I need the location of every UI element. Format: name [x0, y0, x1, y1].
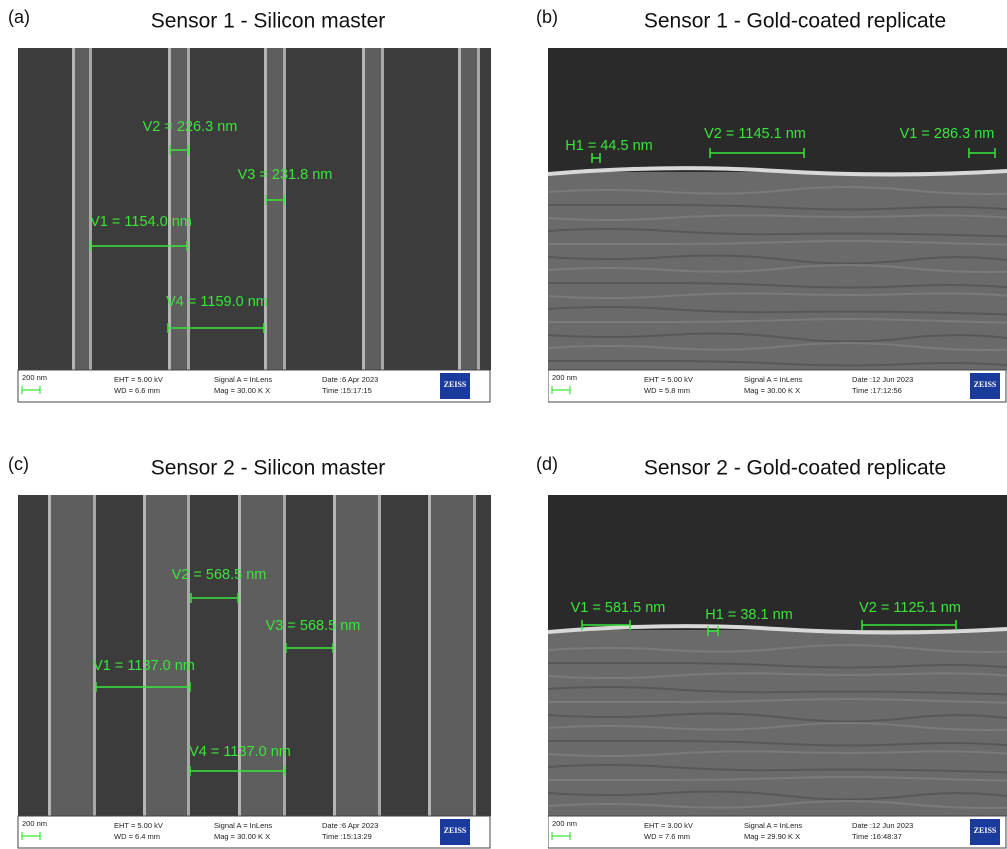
stripe-edge — [362, 48, 365, 370]
stripe — [48, 495, 96, 816]
panel: V2 = 226.3 nm V3 = 231.8 nm V1 = 1154.0 nm… — [18, 48, 491, 402]
info-text: ZEISS — [444, 826, 467, 835]
measurement-label: V2 = 1125.1 nm — [859, 600, 961, 616]
info-text: WD = 5.8 mm — [644, 386, 690, 395]
stripe-edge — [72, 48, 75, 370]
stripe — [428, 495, 476, 816]
info-text: WD = 6.6 mm — [114, 386, 160, 395]
info-text: EHT = 5.00 kV — [114, 821, 163, 830]
panel-title: Sensor 2 - Gold-coated replicate — [644, 457, 946, 480]
measurement-label: V1 = 1154.0 nm — [90, 214, 192, 230]
info-text: EHT = 5.00 kV — [114, 375, 163, 384]
info-text: Date :12 Jun 2023 — [852, 821, 913, 830]
measurement-label: V1 = 581.5 nm — [571, 600, 666, 616]
panel: H1 = 44.5 nm V2 = 1145.1 nm V1 = 286.3 nm 2… — [548, 48, 1007, 402]
measurement-label: V4 = 1137.0 nm — [189, 744, 291, 760]
measurement-label: H1 = 38.1 nm — [705, 607, 792, 623]
info-text: 200 nm — [22, 373, 47, 382]
info-text: ZEISS — [444, 380, 467, 389]
panel-label: (d) — [536, 454, 558, 474]
stripe — [362, 48, 384, 370]
info-text: 200 nm — [552, 373, 577, 382]
stripe — [333, 495, 381, 816]
stripe-edge — [168, 48, 171, 370]
panel-label: (a) — [8, 7, 30, 27]
stripe — [238, 495, 286, 816]
stripe-edge — [283, 48, 286, 370]
info-text: Mag = 30.00 K X — [214, 386, 270, 395]
stripe-edge — [381, 48, 384, 370]
info-text: EHT = 3.00 kV — [644, 821, 693, 830]
measurement-label: V3 = 568.5 nm — [266, 618, 361, 634]
info-text: WD = 6.4 mm — [114, 832, 160, 841]
stripe-edge — [458, 48, 461, 370]
stripe-edge — [264, 48, 267, 370]
stripe — [168, 48, 190, 370]
measurement-label: V2 = 568.5 nm — [172, 567, 267, 583]
info-text: ZEISS — [974, 380, 997, 389]
info-text: Signal A = InLens — [744, 821, 802, 830]
stripe-edge — [89, 48, 92, 370]
stripe-edge — [428, 495, 431, 816]
stripe-edge — [48, 495, 51, 816]
info-text: Signal A = InLens — [214, 821, 272, 830]
stripe-edge — [143, 495, 146, 816]
info-text: Date :6 Apr 2023 — [322, 821, 378, 830]
panel-title: Sensor 1 - Gold-coated replicate — [644, 10, 946, 33]
stripe — [143, 495, 190, 816]
stripe — [458, 48, 480, 370]
measurement-label: V3 = 231.8 nm — [238, 167, 333, 183]
panel: V1 = 581.5 nm H1 = 38.1 nm V2 = 1125.1 nm 2… — [548, 495, 1007, 848]
info-text: Time :17:12:56 — [852, 386, 902, 395]
info-text: Time :15:13:29 — [322, 832, 372, 841]
measurement-label: V1 = 286.3 nm — [900, 126, 995, 142]
info-text: Mag = 30.00 K X — [214, 832, 270, 841]
panel-label: (c) — [8, 454, 29, 474]
info-text: 200 nm — [22, 819, 47, 828]
stripe-edge — [333, 495, 336, 816]
measurement-label: V2 = 1145.1 nm — [704, 126, 806, 142]
figure: V2 = 226.3 nm V3 = 231.8 nm V1 = 1154.0 nm… — [0, 0, 1007, 849]
panel: V2 = 568.5 nm V3 = 568.5 nm V1 = 1137.0 nm… — [18, 495, 491, 848]
info-text: Mag = 29.90 K X — [744, 832, 800, 841]
info-text: Signal A = InLens — [744, 375, 802, 384]
measurement-label: H1 = 44.5 nm — [565, 138, 652, 154]
info-text: Time :16:48:37 — [852, 832, 902, 841]
info-text: EHT = 5.00 kV — [644, 375, 693, 384]
stripe-edge — [187, 48, 190, 370]
measurement-label: V1 = 1137.0 nm — [93, 658, 195, 674]
panel-title: Sensor 2 - Silicon master — [151, 457, 386, 480]
stripe-edge — [238, 495, 241, 816]
info-text: ZEISS — [974, 826, 997, 835]
info-text: Date :6 Apr 2023 — [322, 375, 378, 384]
info-text: Date :12 Jun 2023 — [852, 375, 913, 384]
measurement-label: V2 = 226.3 nm — [143, 119, 238, 135]
measurement-label: V4 = 1159.0 nm — [166, 294, 268, 310]
info-text: Time :15:17:15 — [322, 386, 372, 395]
panel-label: (b) — [536, 7, 558, 27]
info-text: WD = 7.6 mm — [644, 832, 690, 841]
substrate — [548, 630, 1007, 816]
stripe-edge — [477, 48, 480, 370]
stripe — [264, 48, 286, 370]
info-text: Mag = 30.00 K X — [744, 386, 800, 395]
info-text: 200 nm — [552, 819, 577, 828]
stripe-edge — [378, 495, 381, 816]
stripe-edge — [473, 495, 476, 816]
panel-title: Sensor 1 - Silicon master — [151, 10, 386, 33]
info-text: Signal A = InLens — [214, 375, 272, 384]
stripe-edge — [93, 495, 96, 816]
